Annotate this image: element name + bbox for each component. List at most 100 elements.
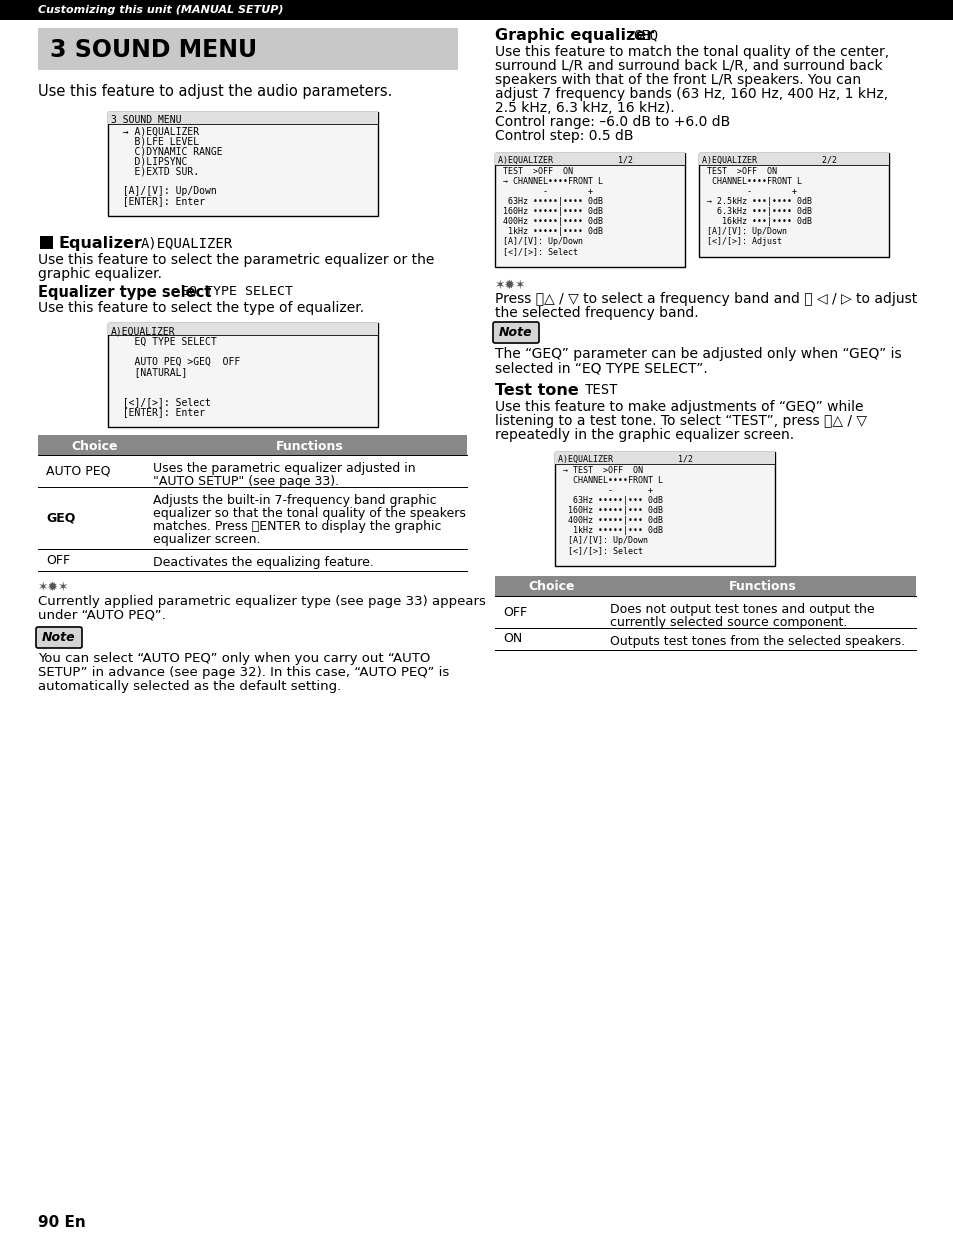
Text: -        +: - +	[701, 186, 796, 196]
Text: Choice: Choice	[528, 580, 575, 594]
Text: ✶✹✶: ✶✹✶	[38, 580, 70, 594]
Text: Outputs test tones from the selected speakers.: Outputs test tones from the selected spe…	[609, 635, 904, 648]
Text: selected in “EQ TYPE SELECT”.: selected in “EQ TYPE SELECT”.	[495, 361, 707, 375]
Text: Functions: Functions	[728, 580, 796, 594]
Text: 90 En: 90 En	[38, 1215, 86, 1230]
Text: the selected frequency band.: the selected frequency band.	[495, 306, 698, 320]
Text: Currently applied parametric equalizer type (see page 33) appears: Currently applied parametric equalizer t…	[38, 595, 485, 608]
Text: A)EQUALIZER: A)EQUALIZER	[111, 326, 175, 336]
Text: "AUTO SETUP" (see page 33).: "AUTO SETUP" (see page 33).	[152, 475, 338, 488]
Text: 400Hz •••••|•••• 0dB: 400Hz •••••|•••• 0dB	[497, 217, 602, 226]
Text: GEQ: GEQ	[46, 511, 75, 525]
Text: OFF: OFF	[46, 553, 71, 567]
Text: Functions: Functions	[275, 440, 343, 452]
Bar	[555, 452, 774, 464]
Text: 2.5 kHz, 6.3 kHz, 16 kHz).: 2.5 kHz, 6.3 kHz, 16 kHz).	[495, 101, 674, 115]
Text: Use this feature to match the tonal quality of the center,: Use this feature to match the tonal qual…	[495, 44, 888, 59]
Text: Uses the parametric equalizer adjusted in: Uses the parametric equalizer adjusted i…	[152, 462, 416, 475]
Bar	[108, 324, 377, 427]
Text: Note: Note	[498, 326, 533, 338]
Text: You can select “AUTO PEQ” only when you carry out “AUTO: You can select “AUTO PEQ” only when you …	[38, 652, 430, 664]
Text: Use this feature to make adjustments of “GEQ” while: Use this feature to make adjustments of …	[495, 400, 862, 414]
Text: ✶✹✶: ✶✹✶	[495, 279, 526, 291]
Text: TEST  >OFF  ON: TEST >OFF ON	[497, 167, 573, 177]
Bar	[38, 435, 467, 454]
Text: listening to a test tone. To select “TEST”, press Ⓐ△ / ▽: listening to a test tone. To select “TES…	[495, 414, 866, 429]
Bar	[108, 324, 377, 335]
FancyBboxPatch shape	[493, 322, 538, 343]
Bar	[495, 153, 684, 165]
Text: Graphic equalizer: Graphic equalizer	[495, 28, 654, 43]
Text: [<]/[>]: Select: [<]/[>]: Select	[111, 396, 211, 408]
Text: -        +: - +	[497, 186, 593, 196]
Text: surround L/R and surround back L/R, and surround back: surround L/R and surround back L/R, and …	[495, 59, 882, 73]
Text: TEST  >OFF  ON: TEST >OFF ON	[701, 167, 776, 177]
Text: automatically selected as the default setting.: automatically selected as the default se…	[38, 680, 341, 693]
Text: → 2.5kHz •••|•••• 0dB: → 2.5kHz •••|•••• 0dB	[701, 198, 811, 206]
Text: CHANNEL••••FRONT L: CHANNEL••••FRONT L	[701, 177, 801, 186]
Text: 3 SOUND MENU: 3 SOUND MENU	[111, 115, 181, 125]
Text: 1kHz •••••|••• 0dB: 1kHz •••••|••• 0dB	[558, 526, 662, 535]
Text: graphic equalizer.: graphic equalizer.	[38, 267, 162, 282]
Text: ON: ON	[502, 632, 521, 646]
Text: A)EQUALIZER             1/2: A)EQUALIZER 1/2	[558, 454, 692, 464]
Text: D)LIPSYNC: D)LIPSYNC	[111, 156, 187, 165]
Text: Use this feature to adjust the audio parameters.: Use this feature to adjust the audio par…	[38, 84, 392, 99]
Text: [A]/[V]: Up/Down: [A]/[V]: Up/Down	[558, 536, 647, 545]
Text: GEQ: GEQ	[633, 28, 658, 42]
Text: SETUP” in advance (see page 32). In this case, “AUTO PEQ” is: SETUP” in advance (see page 32). In this…	[38, 666, 449, 679]
Text: → TEST  >OFF  ON: → TEST >OFF ON	[558, 466, 642, 475]
Bar	[495, 576, 915, 597]
Text: A)EQUALIZER             1/2: A)EQUALIZER 1/2	[497, 156, 633, 165]
Text: equalizer so that the tonal quality of the speakers: equalizer so that the tonal quality of t…	[152, 508, 465, 520]
Text: 63Hz •••••|•••• 0dB: 63Hz •••••|•••• 0dB	[497, 198, 602, 206]
Text: matches. Press ⒶENTER to display the graphic: matches. Press ⒶENTER to display the gra…	[152, 520, 441, 534]
Text: AUTO PEQ: AUTO PEQ	[46, 464, 111, 478]
Text: -       +: - +	[558, 487, 652, 495]
Text: [<]/[>]: Select: [<]/[>]: Select	[558, 546, 642, 555]
Text: adjust 7 frequency bands (63 Hz, 160 Hz, 400 Hz, 1 kHz,: adjust 7 frequency bands (63 Hz, 160 Hz,…	[495, 86, 887, 101]
Text: [<]/[>]: Select: [<]/[>]: Select	[497, 247, 578, 256]
Bar	[108, 112, 377, 124]
Text: Adjusts the built-in 7-frequency band graphic: Adjusts the built-in 7-frequency band gr…	[152, 494, 436, 508]
Text: Use this feature to select the type of equalizer.: Use this feature to select the type of e…	[38, 301, 364, 315]
Text: Note: Note	[42, 631, 75, 643]
Text: CHANNEL••••FRONT L: CHANNEL••••FRONT L	[558, 475, 662, 485]
Text: 160Hz •••••|••• 0dB: 160Hz •••••|••• 0dB	[558, 506, 662, 515]
Text: 16kHz •••|•••• 0dB: 16kHz •••|•••• 0dB	[701, 217, 811, 226]
Bar	[555, 452, 774, 566]
Text: B)LFE LEVEL: B)LFE LEVEL	[111, 136, 199, 146]
Text: EQ TYPE SELECT: EQ TYPE SELECT	[181, 285, 293, 298]
Text: [A]/[V]: Up/Down: [A]/[V]: Up/Down	[701, 227, 786, 236]
Bar	[38, 28, 457, 70]
Text: Test tone: Test tone	[495, 383, 578, 398]
Text: E)EXTD SUR.: E)EXTD SUR.	[111, 165, 199, 177]
Text: EQ TYPE SELECT: EQ TYPE SELECT	[111, 337, 216, 347]
Text: [A]/[V]: Up/Down: [A]/[V]: Up/Down	[497, 237, 582, 246]
Text: OFF: OFF	[502, 605, 527, 619]
Text: Control range: –6.0 dB to +6.0 dB: Control range: –6.0 dB to +6.0 dB	[495, 115, 729, 128]
Text: A)EQUALIZER: A)EQUALIZER	[141, 236, 233, 249]
Text: [<]/[>]: Adjust: [<]/[>]: Adjust	[701, 237, 781, 246]
FancyBboxPatch shape	[36, 627, 82, 648]
Text: Press Ⓐ△ / ▽ to select a frequency band and Ⓐ ◁ / ▷ to adjust: Press Ⓐ△ / ▽ to select a frequency band …	[495, 291, 916, 306]
Text: 400Hz •••••|••• 0dB: 400Hz •••••|••• 0dB	[558, 516, 662, 525]
Text: 63Hz •••••|••• 0dB: 63Hz •••••|••• 0dB	[558, 496, 662, 505]
Text: C)DYNAMIC RANGE: C)DYNAMIC RANGE	[111, 146, 222, 156]
Text: Customizing this unit (MANUAL SETUP): Customizing this unit (MANUAL SETUP)	[38, 5, 283, 15]
Text: Equalizer type select: Equalizer type select	[38, 285, 212, 300]
Text: repeatedly in the graphic equalizer screen.: repeatedly in the graphic equalizer scre…	[495, 429, 793, 442]
Bar	[699, 153, 888, 257]
Text: [ENTER]: Enter: [ENTER]: Enter	[111, 408, 205, 417]
Text: 160Hz •••••|•••• 0dB: 160Hz •••••|•••• 0dB	[497, 207, 602, 216]
Text: [A]/[V]: Up/Down: [A]/[V]: Up/Down	[111, 186, 216, 196]
Text: equalizer screen.: equalizer screen.	[152, 534, 260, 546]
Text: A)EQUALIZER             2/2: A)EQUALIZER 2/2	[701, 156, 836, 165]
Text: TEST: TEST	[584, 383, 618, 396]
Bar	[40, 236, 53, 249]
Text: [NATURAL]: [NATURAL]	[111, 367, 187, 377]
Text: 1kHz •••••|•••• 0dB: 1kHz •••••|•••• 0dB	[497, 227, 602, 236]
Text: AUTO PEQ >GEQ  OFF: AUTO PEQ >GEQ OFF	[111, 357, 240, 367]
Text: 6.3kHz •••|•••• 0dB: 6.3kHz •••|•••• 0dB	[701, 207, 811, 216]
Text: Equalizer: Equalizer	[59, 236, 143, 251]
